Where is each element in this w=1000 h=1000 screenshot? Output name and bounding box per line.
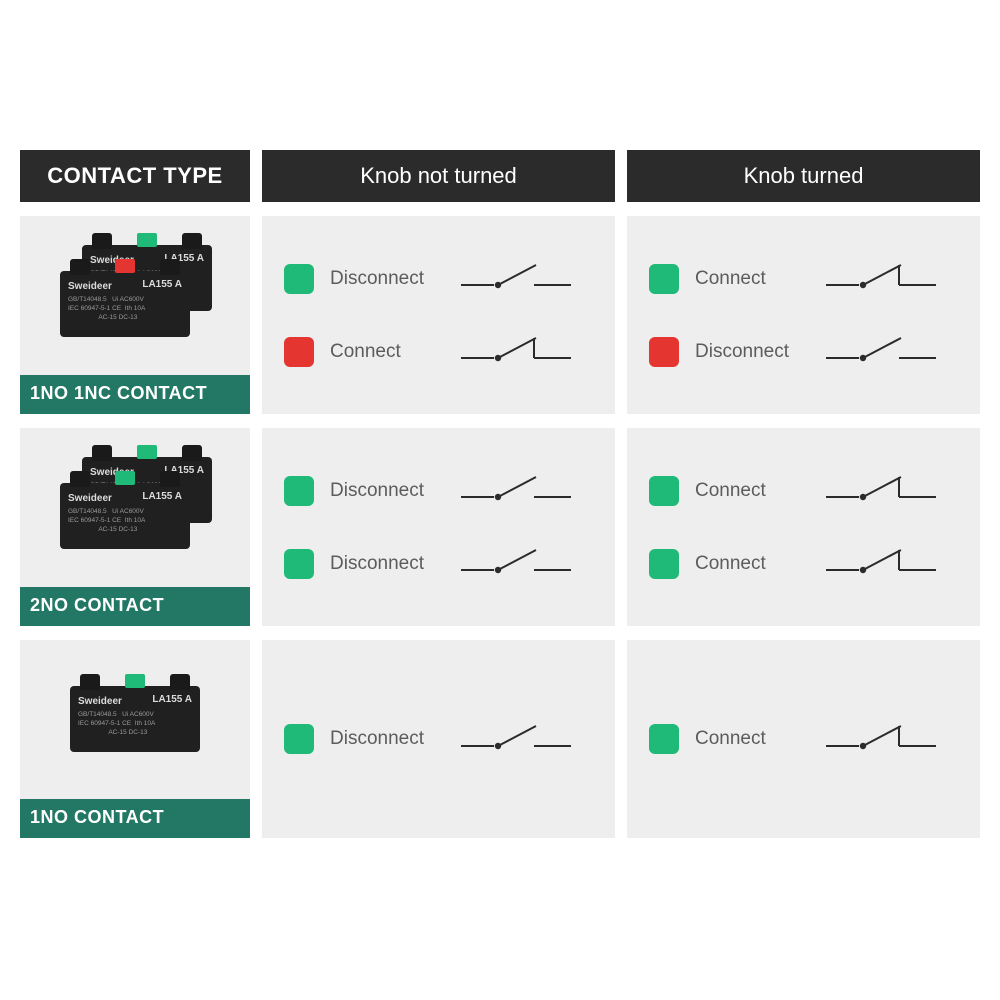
table-wrap: CONTACT TYPE Knob not turned Knob turned…: [0, 0, 1000, 838]
contact-type-caption: 1NO 1NC CONTACT: [20, 375, 250, 414]
contact-type-card: Sweideer LA155 A GB/T14048.5 Ui AC600V I…: [20, 216, 250, 414]
switch-symbol-icon: [821, 467, 941, 514]
switch-symbol-icon: [821, 328, 941, 375]
state-line: Disconnect: [284, 540, 615, 587]
switch-symbol-icon: [821, 540, 941, 587]
state-label: Disconnect: [695, 341, 805, 363]
state-color-tag: [649, 337, 679, 367]
state-label: Disconnect: [330, 268, 440, 290]
header-knob-turned: Knob turned: [627, 150, 980, 202]
block-model: LA155 A: [142, 491, 182, 502]
state-label: Connect: [695, 553, 805, 575]
contact-block: Sweideer LA155 A GB/T14048.5 Ui AC600V I…: [60, 483, 190, 549]
state-line: Connect: [649, 716, 980, 763]
switch-symbol-icon: [456, 328, 576, 375]
cell-knob-turned: Connect Connect: [627, 428, 980, 626]
switch-symbol-icon: [456, 540, 576, 587]
switch-symbol-icon: [456, 255, 576, 302]
state-color-tag: [284, 264, 314, 294]
block-fineprint: GB/T14048.5 Ui AC600V IEC 60947-5-1 CE I…: [68, 507, 182, 534]
state-line: Disconnect: [284, 467, 615, 514]
switch-symbol-icon: [456, 467, 576, 514]
state-line: Connect: [284, 328, 615, 375]
header-row: CONTACT TYPE Knob not turned Knob turned: [20, 150, 980, 202]
block-model: LA155 A: [142, 279, 182, 290]
switch-symbol-icon: [456, 716, 576, 763]
block-fineprint: GB/T14048.5 Ui AC600V IEC 60947-5-1 CE I…: [68, 295, 182, 322]
contact-type-card: Sweideer LA155 A GB/T14048.5 Ui AC600V I…: [20, 640, 250, 838]
header-contact-type: CONTACT TYPE: [20, 150, 250, 202]
state-line: Connect: [649, 467, 980, 514]
block-brand: Sweideer: [78, 696, 122, 707]
header-knob-not-turned: Knob not turned: [262, 150, 615, 202]
contact-type-caption: 1NO CONTACT: [20, 799, 250, 838]
state-line: Connect: [649, 540, 980, 587]
state-color-tag: [284, 337, 314, 367]
state-color-tag: [649, 724, 679, 754]
state-label: Disconnect: [330, 728, 440, 750]
state-label: Connect: [695, 728, 805, 750]
state-color-tag: [649, 549, 679, 579]
table-row: Sweideer LA155 A GB/T14048.5 Ui AC600V I…: [20, 428, 980, 626]
cell-knob-not-turned: Disconnect: [262, 640, 615, 838]
block-fineprint: GB/T14048.5 Ui AC600V IEC 60947-5-1 CE I…: [78, 710, 192, 737]
state-color-tag: [649, 264, 679, 294]
switch-symbol-icon: [821, 255, 941, 302]
state-color-tag: [284, 476, 314, 506]
table-row: Sweideer LA155 A GB/T14048.5 Ui AC600V I…: [20, 216, 980, 414]
cell-knob-turned: Connect: [627, 640, 980, 838]
contact-block: Sweideer LA155 A GB/T14048.5 Ui AC600V I…: [70, 686, 200, 752]
cell-knob-turned: Connect Disconnect: [627, 216, 980, 414]
contact-type-card: Sweideer LA155 A GB/T14048.5 Ui AC600V I…: [20, 428, 250, 626]
switch-symbol-icon: [821, 716, 941, 763]
state-line: Connect: [649, 255, 980, 302]
table-row: Sweideer LA155 A GB/T14048.5 Ui AC600V I…: [20, 640, 980, 838]
state-line: Disconnect: [649, 328, 980, 375]
state-color-tag: [649, 476, 679, 506]
block-brand: Sweideer: [68, 493, 112, 504]
contact-block: Sweideer LA155 A GB/T14048.5 Ui AC600V I…: [60, 271, 190, 337]
contact-type-caption: 2NO CONTACT: [20, 587, 250, 626]
state-color-tag: [284, 724, 314, 754]
state-line: Disconnect: [284, 716, 615, 763]
block-model: LA155 A: [152, 694, 192, 705]
state-label: Disconnect: [330, 553, 440, 575]
state-line: Disconnect: [284, 255, 615, 302]
state-label: Disconnect: [330, 480, 440, 502]
state-label: Connect: [695, 268, 805, 290]
cell-knob-not-turned: Disconnect Connect: [262, 216, 615, 414]
state-label: Connect: [330, 341, 440, 363]
cell-knob-not-turned: Disconnect Disconnect: [262, 428, 615, 626]
state-label: Connect: [695, 480, 805, 502]
state-color-tag: [284, 549, 314, 579]
block-brand: Sweideer: [68, 281, 112, 292]
